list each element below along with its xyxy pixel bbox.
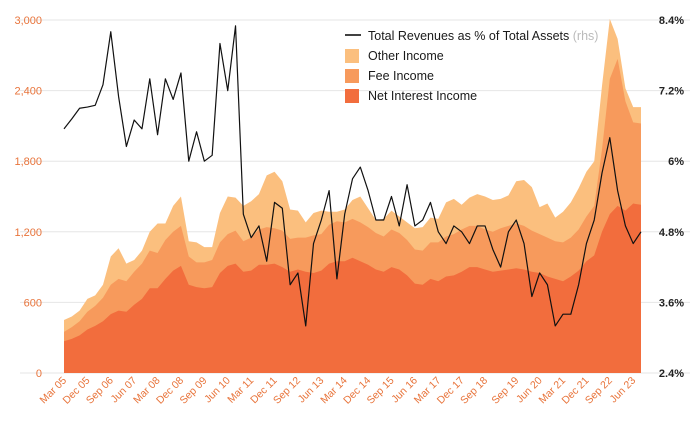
x-tick-label: Jun 23 <box>608 375 639 406</box>
legend-swatch-net-interest-income <box>345 89 359 103</box>
legend-label-net-interest-income: Net Interest Income <box>368 89 477 103</box>
legend-label-other-income: Other Income <box>368 49 444 63</box>
y-tick-label-left: 1,800 <box>14 156 42 168</box>
y-tick-label-left: 2,400 <box>14 86 42 98</box>
y-tick-label-left: 3,000 <box>14 15 42 27</box>
y-tick-label-left: 1,200 <box>14 227 42 239</box>
y-tick-label-left: 600 <box>24 297 42 309</box>
legend-swatch-fee-income <box>345 69 359 83</box>
y-tick-label-right: 3.6% <box>659 297 684 309</box>
legend-swatch-other-income <box>345 49 359 63</box>
legend-label-fee-income: Fee Income <box>368 69 434 83</box>
y-tick-label-right: 6% <box>668 156 684 168</box>
line-layer <box>63 25 642 327</box>
legend-line-label: Total Revenues as % of Total Assets (rhs… <box>368 29 598 43</box>
area-net-interest-income <box>64 203 641 373</box>
area-layer <box>64 18 641 373</box>
y-tick-label-right: 8.4% <box>659 15 684 27</box>
x-tick-label: Sep 19 <box>489 375 521 407</box>
line-total-revenues-pct <box>63 25 642 327</box>
legend-line-note: (rhs) <box>573 29 599 43</box>
legend: Total Revenues as % of Total Assets (rhs… <box>345 29 598 103</box>
y-tick-label-right: 2.4% <box>659 368 684 380</box>
y-tick-label-left: 0 <box>36 368 42 380</box>
y-tick-label-right: 7.2% <box>659 86 684 98</box>
y-tick-label-right: 4.8% <box>659 227 684 239</box>
